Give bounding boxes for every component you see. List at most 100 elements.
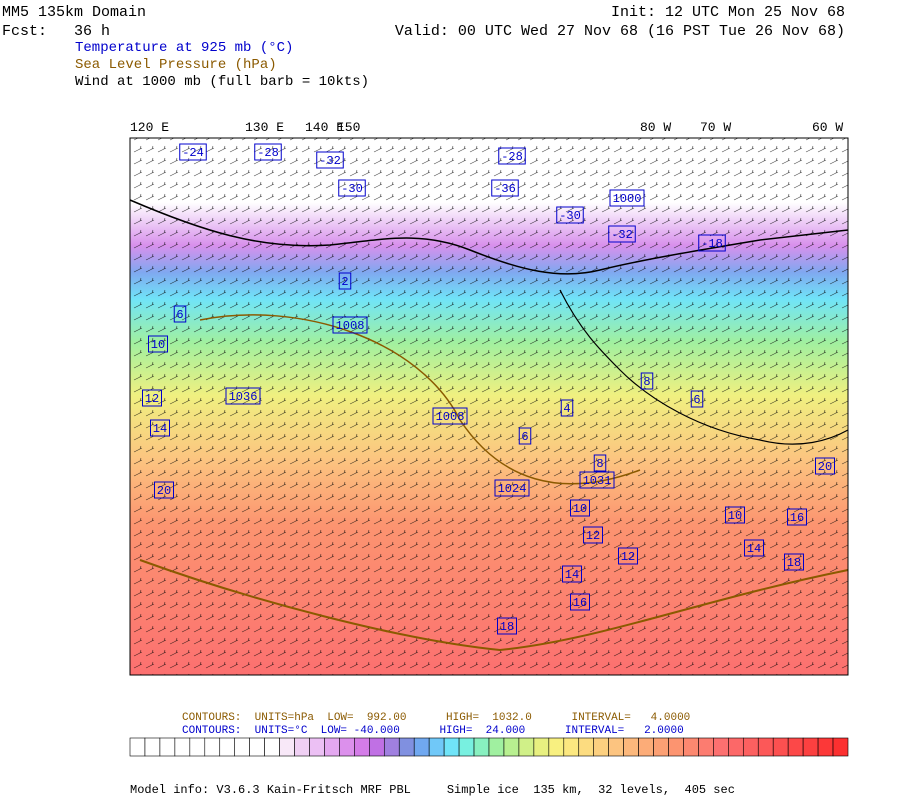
label-box	[593, 454, 607, 472]
contour-label: 1008	[336, 319, 365, 333]
label-box	[338, 179, 366, 197]
contour-label: 14	[747, 542, 761, 556]
colorbar-cell	[623, 737, 639, 757]
label-box	[608, 225, 636, 243]
contour-label: 6	[521, 430, 528, 444]
longitude-label: 120 E	[130, 120, 169, 135]
contour-label: 1036	[229, 390, 258, 404]
contour-label: 1008	[436, 410, 465, 424]
label-box	[815, 457, 835, 475]
contour-label: 14	[153, 422, 167, 436]
colorbar-cell	[413, 737, 430, 757]
contour-label: -24	[182, 146, 204, 160]
colorbar-cell	[698, 737, 714, 757]
label-box	[498, 147, 526, 165]
label-box	[570, 499, 590, 517]
label-box	[497, 617, 517, 635]
field-legend: Sea Level Pressure (hPa)	[75, 57, 277, 73]
contour-label: -32	[611, 228, 633, 242]
colorbar-cell	[458, 737, 475, 757]
colorbar-cell	[129, 737, 146, 757]
label-box	[150, 419, 170, 437]
colorbar-cell	[249, 737, 265, 757]
colorbar-cell	[772, 737, 789, 757]
model-info: Model info: V3.6.3 Kain-Fritsch MRF PBL …	[130, 783, 735, 797]
contour-label: 12	[621, 550, 635, 564]
label-box	[560, 399, 574, 417]
label-box	[583, 526, 603, 544]
colorbar-cell	[234, 737, 250, 757]
label-box	[744, 539, 764, 557]
contour-label: 2	[341, 275, 348, 289]
contour-label: 4	[563, 402, 570, 416]
contour-label: 16	[790, 511, 804, 525]
pressure-contour	[199, 314, 641, 485]
contour-label: 6	[176, 308, 183, 322]
label-box	[179, 143, 207, 161]
label-box	[225, 387, 261, 405]
colorbar-cell	[563, 737, 580, 757]
contour-label: 6	[693, 393, 700, 407]
longitude-label: 150	[337, 120, 360, 135]
label-box	[518, 427, 532, 445]
label-box	[698, 234, 726, 252]
label-box	[316, 151, 344, 169]
contour-label: 18	[787, 556, 801, 570]
contour-label: 10	[151, 338, 165, 352]
label-box	[640, 372, 654, 390]
colorbar-cell	[354, 737, 370, 757]
label-box	[570, 593, 590, 611]
label-box	[690, 390, 704, 408]
colorbar-cell	[428, 737, 445, 757]
contour-label: 1000	[613, 192, 642, 206]
longitude-label: 140 E	[305, 120, 344, 135]
label-box	[787, 508, 807, 526]
colorbar-cell	[383, 737, 400, 757]
colorbar-cell	[787, 737, 804, 757]
colorbar-cell	[488, 737, 505, 757]
label-box	[338, 272, 352, 290]
field-legend: Wind at 1000 mb (full barb = 10kts)	[75, 74, 369, 90]
contour-label: 20	[157, 484, 171, 498]
colorbar-cell	[728, 737, 744, 757]
colorbar-cell	[533, 737, 550, 757]
colorbar-cell	[309, 737, 325, 757]
map-frame	[129, 137, 849, 676]
longitude-label: 80 W	[640, 120, 671, 135]
contour-label: 12	[586, 529, 600, 543]
colorbar-cell	[204, 737, 221, 757]
colorbar-cell	[443, 737, 460, 757]
colorbar-cell	[369, 737, 385, 757]
contour-label: 12	[145, 392, 159, 406]
colorbar-cell	[518, 737, 535, 757]
label-box	[491, 179, 519, 197]
colorbar-cell	[159, 737, 176, 757]
label-box	[609, 189, 645, 207]
contour-label: -28	[257, 146, 279, 160]
label-box	[173, 305, 187, 323]
pressure-contour	[139, 559, 849, 652]
label-box	[784, 553, 804, 571]
colorbar-cell	[174, 737, 191, 757]
contour-label: -30	[559, 209, 581, 223]
coastline	[559, 289, 849, 445]
contour-label: 20	[818, 460, 832, 474]
colorbar-cell	[668, 737, 684, 757]
colorbar-cell	[473, 737, 490, 757]
colorbar-cell	[503, 737, 520, 757]
contour-label: 10	[728, 509, 742, 523]
map	[129, 137, 849, 676]
colorbar-cell	[279, 737, 295, 757]
field-legend: Temperature at 925 mb (°C)	[75, 40, 293, 56]
contour-label: 18	[500, 620, 514, 634]
init-time: Init: 12 UTC Mon 25 Nov 68	[611, 4, 845, 21]
longitude-label: 60 W	[812, 120, 843, 135]
contour-label: 8	[596, 457, 603, 471]
label-box	[254, 143, 282, 161]
forecast: Fcst: 36 h	[2, 23, 110, 40]
colorbar-cell	[683, 737, 699, 757]
colorbar-cell	[189, 737, 206, 757]
colorbar-cell	[144, 737, 161, 757]
longitude-label: 130 E	[245, 120, 284, 135]
